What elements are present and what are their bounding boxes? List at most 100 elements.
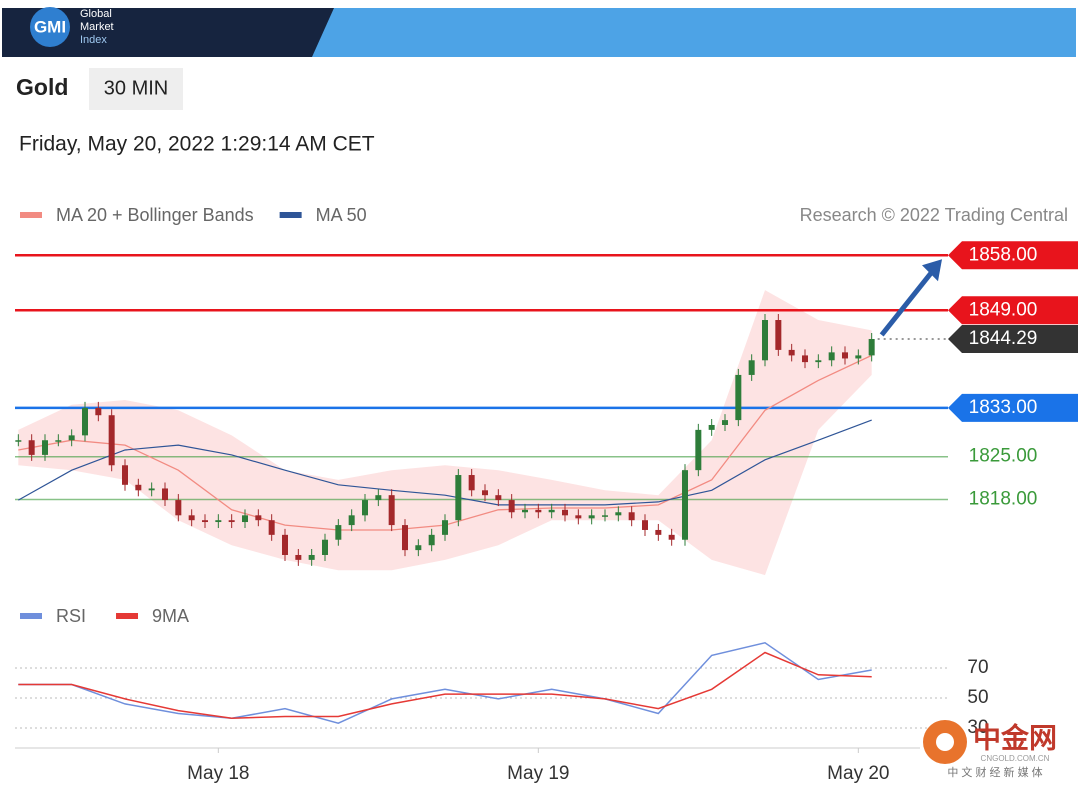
candle <box>722 420 728 425</box>
level-tag <box>948 324 1078 353</box>
timestamp: Friday, May 20, 2022 1:29:14 AM CET <box>19 133 375 156</box>
candle <box>15 440 22 442</box>
candle <box>442 520 448 535</box>
rsi-line <box>18 641 872 724</box>
candle <box>135 484 142 491</box>
candle <box>175 500 182 516</box>
interval-chip[interactable] <box>89 68 183 110</box>
candle <box>335 525 342 540</box>
instrument: Gold <box>16 74 68 100</box>
candle <box>255 515 262 521</box>
candle <box>68 435 75 441</box>
candle <box>162 488 168 501</box>
candle <box>615 512 622 516</box>
candle <box>295 554 302 560</box>
brand: Market <box>80 21 114 33</box>
candle <box>575 515 582 519</box>
rsi-line <box>18 651 872 720</box>
chart: MA 20 + Bollinger Bands MA 50 Research © 2… <box>15 205 1078 784</box>
brand: Index <box>80 34 107 46</box>
level-label: 1844.29 <box>969 328 1038 349</box>
legend-label: RSI <box>56 606 86 626</box>
level-label: 1825.00 <box>969 446 1038 467</box>
candle <box>428 534 435 546</box>
legend-label: MA 20 + Bollinger Bands <box>56 205 254 225</box>
legend-label: 9MA <box>152 606 189 626</box>
y-tick-label: 70 <box>967 657 988 678</box>
candle <box>82 407 88 436</box>
candle <box>55 440 62 442</box>
candle <box>122 465 128 485</box>
candle <box>535 509 542 513</box>
candle <box>388 495 395 526</box>
candle <box>695 429 702 471</box>
candle <box>868 338 875 356</box>
legend-swatch <box>116 613 139 619</box>
level-tag <box>948 393 1078 422</box>
candle <box>308 554 315 560</box>
candle <box>642 520 648 530</box>
candle <box>562 509 568 516</box>
candle <box>668 534 675 540</box>
level-tag <box>948 241 1078 270</box>
candle <box>108 415 115 466</box>
candle <box>602 515 608 517</box>
candle <box>588 515 595 519</box>
candle <box>148 488 155 491</box>
candle <box>482 490 488 496</box>
y-tick-label: 30 <box>967 717 988 738</box>
legend-label: MA 50 <box>316 205 367 225</box>
logo-circle <box>30 7 70 47</box>
legend-swatch <box>20 613 42 619</box>
candle <box>415 545 422 551</box>
level-label: 1849.00 <box>969 299 1038 320</box>
credit: Research © 2022 Trading Central <box>800 205 1068 225</box>
level-label: 1858.00 <box>969 244 1038 265</box>
candle <box>495 495 502 501</box>
candle <box>228 520 235 523</box>
candle <box>402 525 408 551</box>
level-tag <box>948 296 1078 325</box>
candle <box>628 512 635 521</box>
interval[interactable]: 30 MIN <box>104 77 168 99</box>
bollinger-band <box>18 290 872 576</box>
x-tick-label: May 20 <box>827 763 889 784</box>
candle <box>802 355 808 363</box>
candle <box>362 500 368 516</box>
candle <box>28 440 35 455</box>
legend-swatch <box>20 212 42 218</box>
candle <box>775 320 782 350</box>
indicator-line <box>18 419 872 506</box>
candle <box>682 470 688 540</box>
watermark: 中金网 CNGOLD.COM.CN 中 文 财 经 新 媒 体 <box>923 720 1057 779</box>
candle <box>708 424 715 430</box>
candle <box>828 352 835 361</box>
y-tick-label: 50 <box>967 687 988 708</box>
candle <box>855 355 862 359</box>
candle <box>188 515 195 521</box>
candle <box>508 500 515 513</box>
candle <box>282 534 288 555</box>
candle <box>842 352 848 359</box>
candle <box>215 520 222 523</box>
level-label: 1833.00 <box>969 397 1038 418</box>
level-label: 1818.00 <box>969 488 1038 509</box>
watermark-logo <box>936 733 954 751</box>
candle <box>268 520 275 535</box>
candle <box>655 529 662 535</box>
header-brand-area <box>2 8 334 57</box>
candle <box>815 360 822 363</box>
watermark-tagline: 中 文 财 经 新 媒 体 <box>947 765 1042 779</box>
candle <box>455 475 462 521</box>
candle <box>788 349 795 356</box>
logo: GMI <box>34 17 66 36</box>
candle <box>375 495 382 501</box>
brand: Global <box>80 8 112 20</box>
candle <box>735 374 742 421</box>
legend-swatch <box>279 212 302 218</box>
watermark-site: CNGOLD.COM.CN <box>981 754 1050 763</box>
candle <box>468 475 475 491</box>
candle <box>242 515 248 523</box>
